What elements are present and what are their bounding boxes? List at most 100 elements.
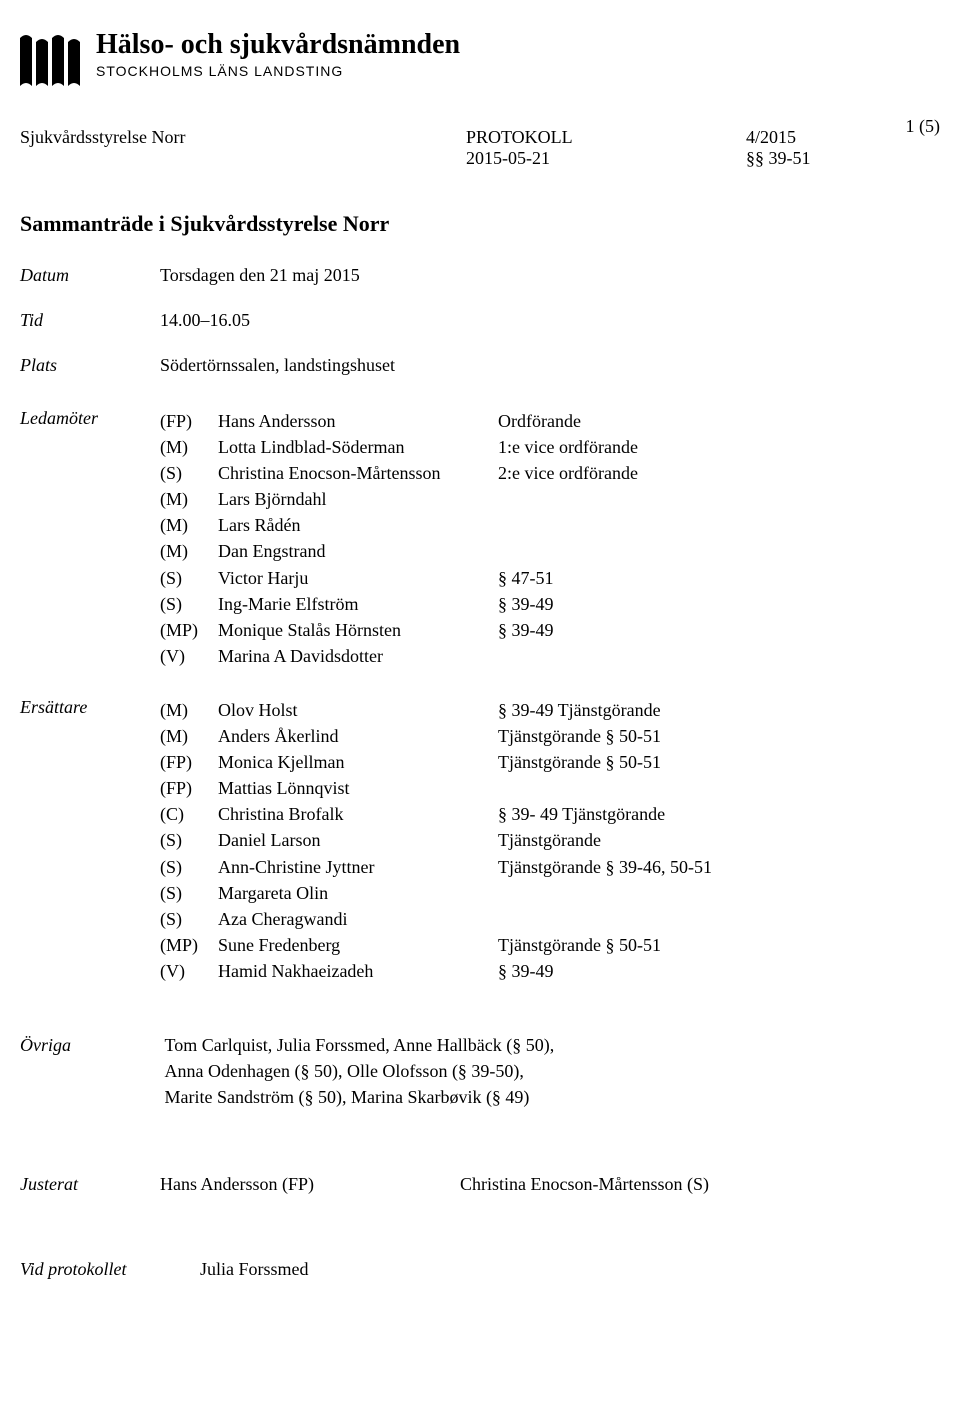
- person-note: § 47-51: [498, 565, 940, 591]
- party-code: (M): [160, 723, 218, 749]
- doc-number: 4/2015: [746, 127, 906, 148]
- person-row: (MP)Monique Stalås Hörnsten§ 39-49: [160, 617, 940, 643]
- time-value: 14.00–16.05: [160, 310, 940, 331]
- person-row: (S)Victor Harju§ 47-51: [160, 565, 940, 591]
- person-note: Tjänstgörande: [498, 827, 940, 853]
- vid-protokollet-person: Julia Forssmed: [200, 1259, 309, 1280]
- justerat-person-1: Hans Andersson (FP): [160, 1174, 460, 1195]
- ovriga-text: Tom Carlquist, Julia Forssmed, Anne Hall…: [165, 1032, 885, 1110]
- page-number: 1 (5): [906, 116, 941, 137]
- person-name: Aza Cheragwandi: [218, 906, 498, 932]
- place-row: Plats Södertörnssalen, landstingshuset: [20, 355, 940, 376]
- party-code: (S): [160, 854, 218, 880]
- ovriga-line: Marite Sandström (§ 50), Marina Skarbøvi…: [165, 1084, 885, 1110]
- party-code: (FP): [160, 408, 218, 434]
- ovriga-block: Övriga Tom Carlquist, Julia Forssmed, An…: [20, 1032, 940, 1110]
- person-name: Hans Andersson: [218, 408, 498, 434]
- person-row: (S)Ann-Christine JyttnerTjänstgörande § …: [160, 854, 940, 880]
- person-note: [498, 538, 940, 564]
- party-code: (S): [160, 591, 218, 617]
- party-code: (S): [160, 460, 218, 486]
- person-name: Lars Björndahl: [218, 486, 498, 512]
- person-note: § 39-49: [498, 958, 940, 984]
- person-name: Monica Kjellman: [218, 749, 498, 775]
- person-row: (S)Ing-Marie Elfström§ 39-49: [160, 591, 940, 617]
- person-name: Anders Åkerlind: [218, 723, 498, 749]
- justerat-label: Justerat: [20, 1174, 160, 1195]
- org-title: Hälso- och sjukvårdsnämnden: [96, 30, 460, 61]
- person-name: Hamid Nakhaeizadeh: [218, 958, 498, 984]
- party-code: (M): [160, 538, 218, 564]
- person-name: Ann-Christine Jyttner: [218, 854, 498, 880]
- ledamoter-list: (FP)Hans AnderssonOrdförande(M)Lotta Lin…: [160, 408, 940, 669]
- person-row: (M)Dan Engstrand: [160, 538, 940, 564]
- person-note: Tjänstgörande § 50-51: [498, 749, 940, 775]
- person-row: (S)Margareta Olin: [160, 880, 940, 906]
- person-name: Sune Fredenberg: [218, 932, 498, 958]
- party-code: (M): [160, 512, 218, 538]
- org-text-block: Hälso- och sjukvårdsnämnden STOCKHOLMS L…: [96, 30, 460, 79]
- person-note: [498, 906, 940, 932]
- ersattare-label: Ersättare: [20, 697, 160, 984]
- person-note: § 39- 49 Tjänstgörande: [498, 801, 940, 827]
- person-name: Margareta Olin: [218, 880, 498, 906]
- person-row: (M)Lars Björndahl: [160, 486, 940, 512]
- header: Hälso- och sjukvårdsnämnden STOCKHOLMS L…: [20, 30, 940, 95]
- party-code: (FP): [160, 749, 218, 775]
- person-name: Ing-Marie Elfström: [218, 591, 498, 617]
- person-name: Lotta Lindblad-Söderman: [218, 434, 498, 460]
- person-row: (M)Lars Rådén: [160, 512, 940, 538]
- person-name: Lars Rådén: [218, 512, 498, 538]
- ledamoter-label: Ledamöter: [20, 408, 160, 669]
- ersattare-list: (M)Olov Holst§ 39-49 Tjänstgörande(M)And…: [160, 697, 940, 984]
- person-row: (V)Hamid Nakhaeizadeh§ 39-49: [160, 958, 940, 984]
- ovriga-line: Tom Carlquist, Julia Forssmed, Anne Hall…: [165, 1032, 885, 1058]
- ovriga-label: Övriga: [20, 1032, 160, 1058]
- person-name: Olov Holst: [218, 697, 498, 723]
- person-row: (S)Christina Enocson-Mårtensson2:e vice …: [160, 460, 940, 486]
- org-subtitle: STOCKHOLMS LÄNS LANDSTING: [96, 63, 460, 79]
- person-row: (S)Daniel LarsonTjänstgörande: [160, 827, 940, 853]
- person-note: Tjänstgörande § 50-51: [498, 932, 940, 958]
- board-name: Sjukvårdsstyrelse Norr: [20, 127, 466, 169]
- paragraph-range: §§ 39-51: [746, 148, 906, 169]
- person-row: (FP)Monica KjellmanTjänstgörande § 50-51: [160, 749, 940, 775]
- person-name: Christina Enocson-Mårtensson: [218, 460, 498, 486]
- person-row: (M)Anders ÅkerlindTjänstgörande § 50-51: [160, 723, 940, 749]
- ersattare-block: Ersättare (M)Olov Holst§ 39-49 Tjänstgör…: [20, 697, 940, 984]
- party-code: (M): [160, 486, 218, 512]
- person-name: Mattias Lönnqvist: [218, 775, 498, 801]
- person-note: [498, 486, 940, 512]
- person-name: Christina Brofalk: [218, 801, 498, 827]
- party-code: (FP): [160, 775, 218, 801]
- person-note: 2:e vice ordförande: [498, 460, 940, 486]
- party-code: (S): [160, 880, 218, 906]
- ovriga-line: Anna Odenhagen (§ 50), Olle Olofsson (§ …: [165, 1058, 885, 1084]
- person-row: (MP)Sune FredenbergTjänstgörande § 50-51: [160, 932, 940, 958]
- justerat-person-2: Christina Enocson-Mårtensson (S): [460, 1174, 940, 1195]
- person-name: Victor Harju: [218, 565, 498, 591]
- person-row: (M)Olov Holst§ 39-49 Tjänstgörande: [160, 697, 940, 723]
- party-code: (S): [160, 827, 218, 853]
- party-code: (V): [160, 958, 218, 984]
- person-note: Tjänstgörande § 50-51: [498, 723, 940, 749]
- person-row: (C)Christina Brofalk§ 39- 49 Tjänstgöran…: [160, 801, 940, 827]
- date-value: Torsdagen den 21 maj 2015: [160, 265, 940, 286]
- sll-logo: [20, 30, 80, 95]
- person-row: (FP)Hans AnderssonOrdförande: [160, 408, 940, 434]
- person-name: Dan Engstrand: [218, 538, 498, 564]
- place-label: Plats: [20, 355, 160, 376]
- time-row: Tid 14.00–16.05: [20, 310, 940, 331]
- party-code: (M): [160, 434, 218, 460]
- person-note: § 39-49: [498, 591, 940, 617]
- doc-date: 2015-05-21: [466, 148, 746, 169]
- person-row: (S)Aza Cheragwandi: [160, 906, 940, 932]
- person-row: (V)Marina A Davidsdotter: [160, 643, 940, 669]
- person-note: § 39-49: [498, 617, 940, 643]
- person-note: [498, 643, 940, 669]
- party-code: (MP): [160, 617, 218, 643]
- party-code: (C): [160, 801, 218, 827]
- person-note: [498, 880, 940, 906]
- person-name: Marina A Davidsdotter: [218, 643, 498, 669]
- person-note: [498, 512, 940, 538]
